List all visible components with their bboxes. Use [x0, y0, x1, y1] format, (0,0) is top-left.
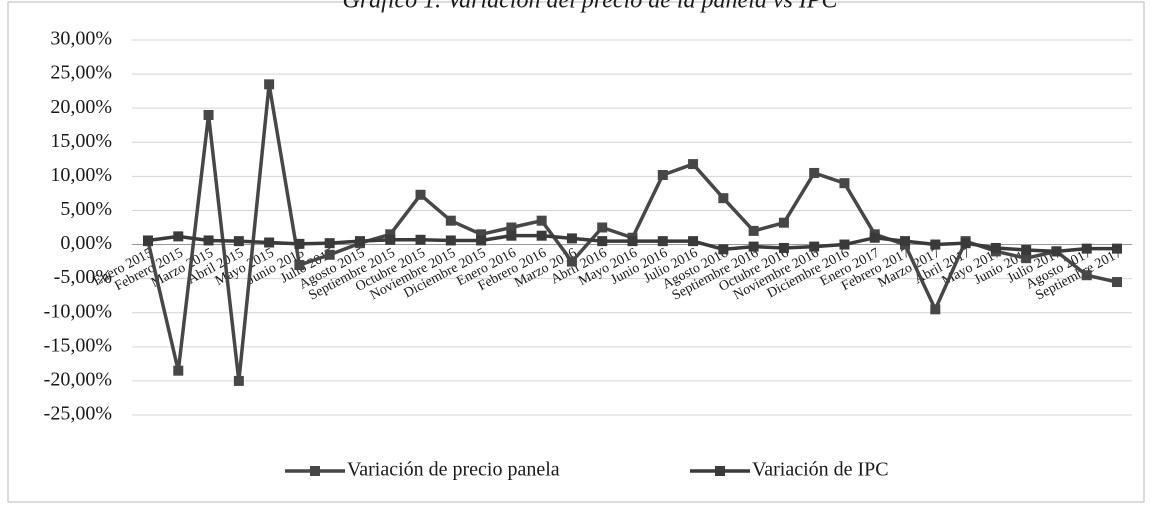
marker — [476, 235, 487, 246]
marker — [294, 260, 305, 270]
legend-marker — [715, 466, 725, 476]
marker — [839, 239, 850, 250]
y-tick-label: -20,00% — [44, 369, 112, 391]
marker — [1021, 253, 1032, 264]
y-tick-label: -10,00% — [44, 300, 112, 322]
marker — [445, 215, 456, 226]
marker — [324, 238, 335, 249]
marker — [960, 238, 971, 249]
marker — [173, 231, 184, 242]
marker — [203, 110, 214, 120]
marker — [597, 222, 608, 233]
y-tick-label: 0,00% — [60, 232, 112, 254]
marker — [566, 233, 577, 244]
marker — [900, 236, 911, 247]
marker — [324, 249, 335, 260]
marker — [597, 236, 608, 247]
marker — [536, 230, 547, 241]
marker — [385, 234, 396, 245]
y-tick-label: 20,00% — [50, 96, 112, 118]
y-tick-label: -15,00% — [44, 334, 112, 356]
marker — [930, 239, 941, 250]
marker — [143, 235, 153, 246]
legend-label: Variación de precio panela — [347, 459, 560, 481]
y-tick-label: 25,00% — [50, 62, 112, 84]
marker — [476, 229, 487, 240]
marker — [415, 189, 426, 200]
marker — [294, 238, 305, 249]
marker — [657, 236, 668, 247]
marker — [233, 236, 244, 247]
y-tick-label: 5,00% — [60, 198, 112, 220]
y-tick-label: -25,00% — [44, 403, 112, 425]
marker — [233, 375, 244, 386]
marker — [809, 167, 820, 178]
y-tick-label: 10,00% — [50, 164, 112, 186]
marker — [415, 234, 426, 245]
chart-frame — [7, 1, 1145, 503]
legend-label: Variación de IPC — [752, 459, 889, 481]
marker — [354, 236, 365, 247]
marker — [506, 222, 517, 233]
marker — [506, 230, 517, 241]
marker — [688, 236, 699, 247]
marker — [264, 79, 275, 90]
chart-title: Gráfico 1. Variación del precio de la pa… — [342, 0, 838, 14]
marker — [839, 178, 850, 189]
marker — [445, 235, 456, 246]
marker — [264, 237, 275, 248]
marker — [930, 304, 941, 315]
marker — [990, 242, 1001, 253]
marker — [748, 241, 759, 252]
marker — [1051, 246, 1062, 257]
marker — [869, 232, 880, 243]
marker — [748, 225, 759, 236]
y-tick-label: 30,00% — [50, 28, 112, 50]
marker — [778, 217, 789, 228]
marker — [688, 159, 699, 170]
marker — [536, 215, 547, 226]
marker — [627, 236, 638, 247]
marker — [1112, 243, 1122, 254]
marker — [385, 229, 396, 240]
marker — [809, 241, 820, 252]
marker — [718, 244, 729, 255]
marker — [1081, 243, 1092, 254]
marker — [1021, 245, 1032, 255]
legend-marker — [310, 466, 320, 476]
y-tick-label: -5,00% — [54, 266, 112, 288]
marker — [657, 170, 668, 180]
marker — [778, 242, 789, 253]
marker — [203, 235, 214, 246]
marker — [1081, 270, 1092, 281]
marker — [566, 256, 577, 267]
y-tick-label: 15,00% — [50, 130, 112, 152]
marker — [718, 193, 729, 204]
marker — [1112, 277, 1122, 288]
marker — [173, 365, 184, 376]
